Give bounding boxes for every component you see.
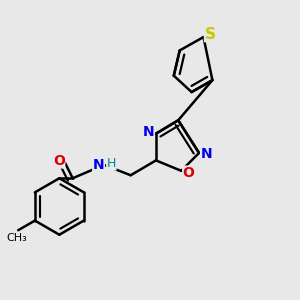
- Text: O: O: [183, 166, 195, 180]
- Text: O: O: [53, 154, 65, 168]
- Text: CH₃: CH₃: [6, 232, 27, 243]
- Text: N: N: [201, 148, 212, 161]
- Text: H: H: [107, 157, 116, 170]
- Text: N: N: [93, 158, 104, 172]
- Text: N: N: [143, 125, 154, 139]
- Text: S: S: [205, 27, 215, 42]
